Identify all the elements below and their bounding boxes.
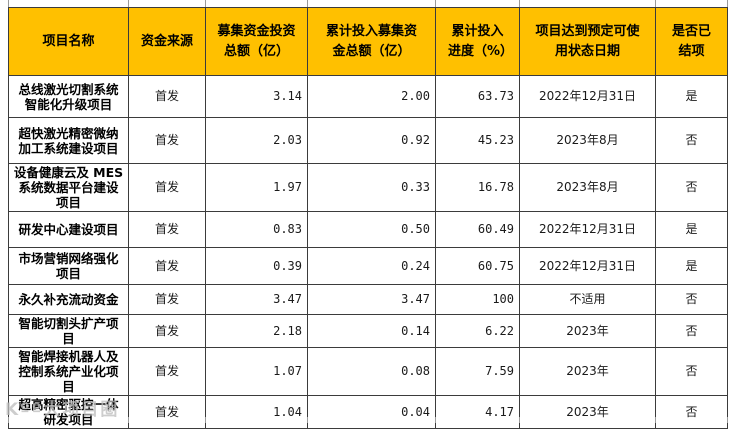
- fund-source-cell: 首发: [128, 247, 206, 285]
- project-name-cell: 智能切割头扩产项目: [8, 314, 129, 348]
- gridline-stub: [655, 0, 656, 7]
- gridline-stub: [205, 0, 206, 7]
- col-header-progress-percent: 累计投入进度（%）: [435, 7, 520, 76]
- ready-date-cell: 2023年: [519, 395, 656, 429]
- ready-date-cell: 2023年8月: [519, 117, 656, 164]
- projects-table: 项目名称 资金来源 募集资金投资总额（亿） 累计投入募集资金总额（亿） 累计投入…: [8, 7, 728, 429]
- ready-date-cell: 2022年12月31日: [519, 75, 656, 118]
- progress-cell: 6.22: [435, 314, 520, 348]
- ready-date-cell: 不适用: [519, 284, 656, 315]
- table-row: 智能切割头扩产项目 首发 2.18 0.14 6.22 2023年否: [8, 314, 728, 348]
- progress-cell: 63.73: [435, 75, 520, 118]
- table-row: 研发中心建设项目 首发 0.83 0.50 60.49 2022年12月31日是: [8, 211, 728, 248]
- fund-source-cell: 首发: [128, 163, 206, 212]
- project-name-cell: 智能焊接机器人及控制系统产业化项目: [8, 347, 129, 396]
- gridline-stub: [307, 0, 308, 7]
- project-name-cell: 超高精密驱控一体研发项目: [8, 395, 129, 429]
- cumulative-investment-cell: 3.47: [307, 284, 436, 315]
- gridline-stub: [519, 0, 520, 7]
- fund-source-cell: 首发: [128, 75, 206, 118]
- concluded-cell: 否: [655, 284, 728, 315]
- concluded-cell: 否: [655, 347, 728, 396]
- table-row: 总线激光切割系统智能化升级项目 首发 3.14 2.00 63.73 2022年12月31…: [8, 75, 728, 118]
- ready-date-cell: 2023年: [519, 347, 656, 396]
- progress-cell: 4.17: [435, 395, 520, 429]
- table-row: 超高精密驱控一体研发项目 首发 1.04 0.04 4.17 2023年否: [8, 395, 728, 429]
- total-investment-cell: 3.14: [205, 75, 308, 118]
- col-header-concluded: 是否已结项: [655, 7, 728, 76]
- total-investment-cell: 2.03: [205, 117, 308, 164]
- ready-date-cell: 2023年: [519, 314, 656, 348]
- total-investment-cell: 0.39: [205, 247, 308, 285]
- total-investment-cell: 1.07: [205, 347, 308, 396]
- progress-cell: 100: [435, 284, 520, 315]
- gridline-stub: [519, 417, 520, 423]
- table-row: 市场营销网络强化项目 首发 0.39 0.24 60.75 2022年12月31日是: [8, 247, 728, 285]
- cumulative-investment-cell: 0.04: [307, 395, 436, 429]
- fund-source-cell: 首发: [128, 211, 206, 248]
- fund-source-cell: 首发: [128, 117, 206, 164]
- fund-source-cell: 首发: [128, 284, 206, 315]
- concluded-cell: 是: [655, 211, 728, 248]
- fund-source-cell: 首发: [128, 395, 206, 429]
- gridline-stub: [128, 0, 129, 7]
- col-header-fund-source: 资金来源: [128, 7, 206, 76]
- ready-date-cell: 2022年12月31日: [519, 247, 656, 285]
- table-row: 设备健康云及 MES系统数据平台建设项目 首发 1.97 0.33 16.78 2023年…: [8, 163, 728, 212]
- table-row: 永久补充流动资金 首发 3.47 3.47 100 不适用否: [8, 284, 728, 315]
- project-name-cell: 设备健康云及 MES系统数据平台建设项目: [8, 163, 129, 212]
- fund-source-cell: 首发: [128, 347, 206, 396]
- fundraising-projects-table: 项目名称 资金来源 募集资金投资总额（亿） 累计投入募集资金总额（亿） 累计投入…: [8, 7, 728, 429]
- table-body: 总线激光切割系统智能化升级项目 首发 3.14 2.00 63.73 2022年12月31…: [8, 75, 728, 429]
- progress-cell: 16.78: [435, 163, 520, 212]
- table-row: 超快激光精密微纳加工系统建设项目 首发 2.03 0.92 45.23 2023年8月否: [8, 117, 728, 164]
- ready-date-cell: 2022年12月31日: [519, 211, 656, 248]
- total-investment-cell: 2.18: [205, 314, 308, 348]
- col-header-ready-date: 项目达到预定可使用状态日期: [519, 7, 656, 76]
- ready-date-cell: 2023年8月: [519, 163, 656, 212]
- col-header-cumulative-investment: 累计投入募集资金总额（亿）: [307, 7, 436, 76]
- cumulative-investment-cell: 0.14: [307, 314, 436, 348]
- progress-cell: 60.75: [435, 247, 520, 285]
- col-header-total-investment: 募集资金投资总额（亿）: [205, 7, 308, 76]
- concluded-cell: 是: [655, 75, 728, 118]
- cumulative-investment-cell: 0.08: [307, 347, 436, 396]
- table-header-row: 项目名称 资金来源 募集资金投资总额（亿） 累计投入募集资金总额（亿） 累计投入…: [8, 7, 728, 76]
- total-investment-cell: 1.04: [205, 395, 308, 429]
- concluded-cell: 否: [655, 163, 728, 212]
- concluded-cell: 否: [655, 117, 728, 164]
- concluded-cell: 否: [655, 395, 728, 429]
- cumulative-investment-cell: 0.50: [307, 211, 436, 248]
- project-name-cell: 超快激光精密微纳加工系统建设项目: [8, 117, 129, 164]
- project-name-cell: 市场营销网络强化项目: [8, 247, 129, 285]
- progress-cell: 60.49: [435, 211, 520, 248]
- gridline-stub: [205, 417, 206, 423]
- gridline-stub: [727, 0, 728, 7]
- progress-cell: 45.23: [435, 117, 520, 164]
- fund-source-cell: 首发: [128, 314, 206, 348]
- total-investment-cell: 0.83: [205, 211, 308, 248]
- gridline-stub: [435, 0, 436, 7]
- total-investment-cell: 3.47: [205, 284, 308, 315]
- project-name-cell: 永久补充流动资金: [8, 284, 129, 315]
- gridline-stub: [307, 417, 308, 423]
- table-row: 智能焊接机器人及控制系统产业化项目 首发 1.07 0.08 7.59 2023年否: [8, 347, 728, 396]
- progress-cell: 7.59: [435, 347, 520, 396]
- gridline-stub: [435, 417, 436, 423]
- gridline-stub: [128, 417, 129, 423]
- cumulative-investment-cell: 0.33: [307, 163, 436, 212]
- project-name-cell: 总线激光切割系统智能化升级项目: [8, 75, 129, 118]
- cumulative-investment-cell: 2.00: [307, 75, 436, 118]
- gridline-stub: [8, 0, 9, 7]
- total-investment-cell: 1.97: [205, 163, 308, 212]
- gridline-stub: [655, 417, 656, 423]
- concluded-cell: 否: [655, 314, 728, 348]
- project-name-cell: 研发中心建设项目: [8, 211, 129, 248]
- concluded-cell: 是: [655, 247, 728, 285]
- gridline-stub: [727, 417, 728, 423]
- gridline-stub: [8, 417, 9, 423]
- cumulative-investment-cell: 0.92: [307, 117, 436, 164]
- col-header-project-name: 项目名称: [8, 7, 129, 76]
- cumulative-investment-cell: 0.24: [307, 247, 436, 285]
